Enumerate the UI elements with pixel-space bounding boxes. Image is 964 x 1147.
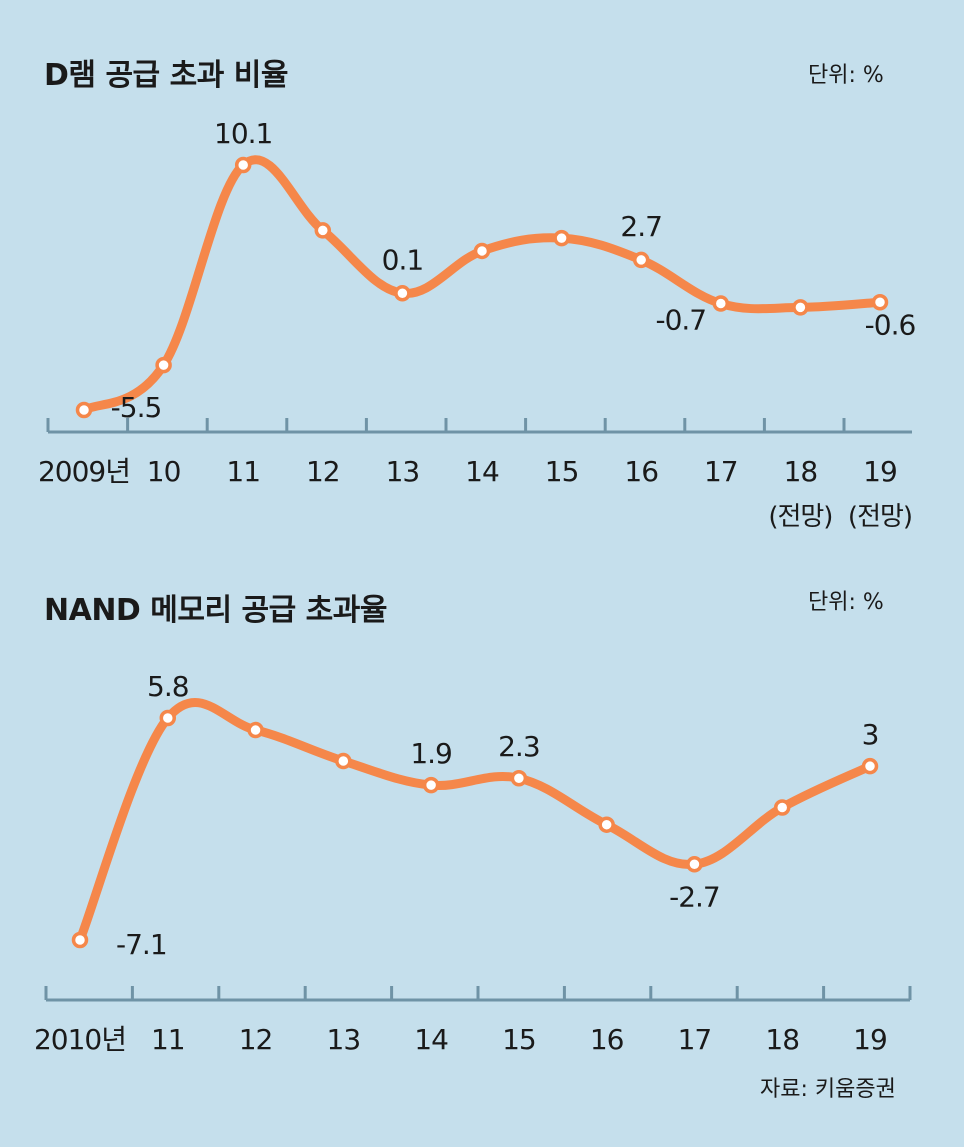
dram-data-point bbox=[712, 295, 730, 312]
dram-x-tick-label: 13 bbox=[386, 455, 420, 488]
dram-data-point bbox=[234, 156, 252, 174]
nand-x-tick-label: 12 bbox=[239, 1023, 273, 1056]
nand-data-label: 1.9 bbox=[410, 737, 452, 770]
dram-data-point bbox=[75, 401, 93, 419]
dram-data-label: -0.6 bbox=[865, 308, 916, 341]
dram-data-point bbox=[632, 251, 650, 269]
nand-data-label: -7.1 bbox=[116, 928, 167, 961]
dram-data-label: 0.1 bbox=[382, 243, 424, 276]
dram-x-tick-label: 10 bbox=[147, 455, 181, 488]
dram-data-label: -0.7 bbox=[655, 304, 706, 337]
dram-x-tick-label: 2009년 bbox=[38, 455, 130, 488]
nand-data-label: 3 bbox=[862, 718, 879, 751]
dram-x-tick-label: 19 bbox=[863, 455, 897, 488]
nand-x-tick-label: 11 bbox=[151, 1023, 185, 1056]
nand-series-line bbox=[75, 698, 875, 945]
nand-unit-label: 단위: % bbox=[808, 590, 884, 615]
dram-x-tick-label: 12 bbox=[306, 455, 340, 488]
nand-data-point bbox=[686, 856, 703, 873]
dram-series-line bbox=[79, 155, 885, 415]
dram-data-point bbox=[394, 285, 411, 302]
nand-data-label: -2.7 bbox=[669, 880, 720, 913]
dram-data-point bbox=[473, 242, 491, 260]
nand-data-point bbox=[335, 752, 352, 770]
nand-data-point bbox=[510, 769, 528, 787]
dram-unit-label: 단위: % bbox=[808, 63, 884, 88]
dram-chart-title: D램 공급 초과 비율 bbox=[44, 58, 288, 93]
dram-data-point bbox=[792, 299, 809, 316]
nand-data-point bbox=[159, 709, 177, 727]
dram-data-label: 2.7 bbox=[620, 210, 662, 243]
dram-data-label: -5.5 bbox=[111, 391, 162, 424]
dram-x-tick-label: 15 bbox=[545, 455, 579, 488]
dram-data-point bbox=[155, 356, 172, 374]
nand-data-point bbox=[71, 931, 89, 949]
dram-x-sub-label: (전망) bbox=[768, 502, 832, 532]
dram-x-tick-label: 16 bbox=[624, 455, 658, 488]
nand-data-point bbox=[773, 799, 791, 816]
nand-data-label: 5.8 bbox=[147, 670, 189, 703]
nand-data-point bbox=[598, 816, 615, 833]
nand-data-label: 2.3 bbox=[498, 730, 540, 763]
nand-data-point bbox=[247, 721, 264, 739]
source-note: 자료: 키움증권 bbox=[760, 1077, 896, 1102]
nand-x-tick-label: 14 bbox=[414, 1023, 448, 1056]
dram-data-point bbox=[871, 294, 889, 311]
nand-x-tick-label: 19 bbox=[853, 1023, 887, 1056]
nand-x-tick-label: 18 bbox=[765, 1023, 799, 1056]
dram-x-tick-label: 17 bbox=[704, 455, 738, 488]
nand-data-point bbox=[422, 776, 440, 794]
nand-x-tick-label: 13 bbox=[327, 1023, 361, 1056]
dram-data-point bbox=[314, 222, 332, 239]
nand-x-tick-label: 2010년 bbox=[34, 1023, 126, 1056]
nand-x-tick-label: 16 bbox=[590, 1023, 624, 1056]
dram-x-sub-label: (전망) bbox=[848, 502, 912, 532]
nand-x-tick-label: 17 bbox=[678, 1023, 712, 1056]
dram-data-label: 10.1 bbox=[214, 117, 272, 150]
dram-x-tick-label: 11 bbox=[226, 455, 260, 488]
nand-data-point bbox=[861, 757, 879, 775]
dram-data-point bbox=[553, 229, 570, 247]
nand-chart-title: NAND 메모리 공급 초과율 bbox=[44, 593, 387, 628]
dram-x-tick-label: 18 bbox=[784, 455, 818, 488]
nand-x-tick-label: 15 bbox=[502, 1023, 536, 1056]
dram-x-tick-label: 14 bbox=[465, 455, 499, 488]
